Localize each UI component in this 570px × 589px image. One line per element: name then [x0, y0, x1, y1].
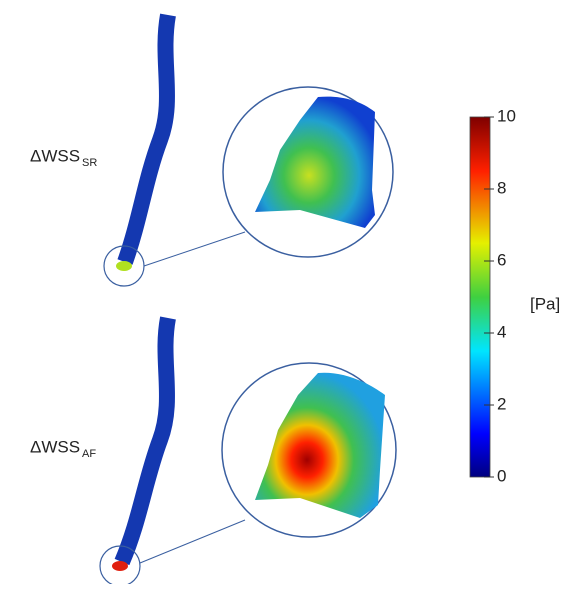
- panel-sr: ΔWSS SR: [30, 15, 393, 286]
- figure: ΔWSS SR ΔWSS AF [Pa] 0 2 4 6 8 10: [0, 0, 570, 584]
- colorbar: [Pa] 0 2 4 6 8 10: [470, 106, 560, 485]
- tick-label: 6: [497, 250, 506, 269]
- tick-label: 2: [497, 394, 506, 413]
- zoom-link: [140, 520, 245, 563]
- tick-label: 10: [497, 106, 516, 125]
- panel-subscript: AF: [82, 448, 96, 460]
- panel-label: ΔWSS: [30, 437, 80, 456]
- panel-af: ΔWSS AF: [30, 318, 396, 584]
- vessel: [125, 15, 168, 262]
- tick-label: 0: [497, 466, 506, 485]
- zoom-link: [144, 232, 245, 266]
- vessel-hotspot: [116, 261, 132, 271]
- panel-label: ΔWSS: [30, 146, 80, 165]
- colorbar-scale: [470, 117, 490, 477]
- colorbar-unit: [Pa]: [530, 294, 560, 313]
- panel-subscript: SR: [82, 157, 97, 169]
- tick-label: 8: [497, 178, 506, 197]
- vessel-hotspot: [112, 561, 128, 571]
- vessel: [122, 318, 168, 562]
- tick-label: 4: [497, 322, 506, 341]
